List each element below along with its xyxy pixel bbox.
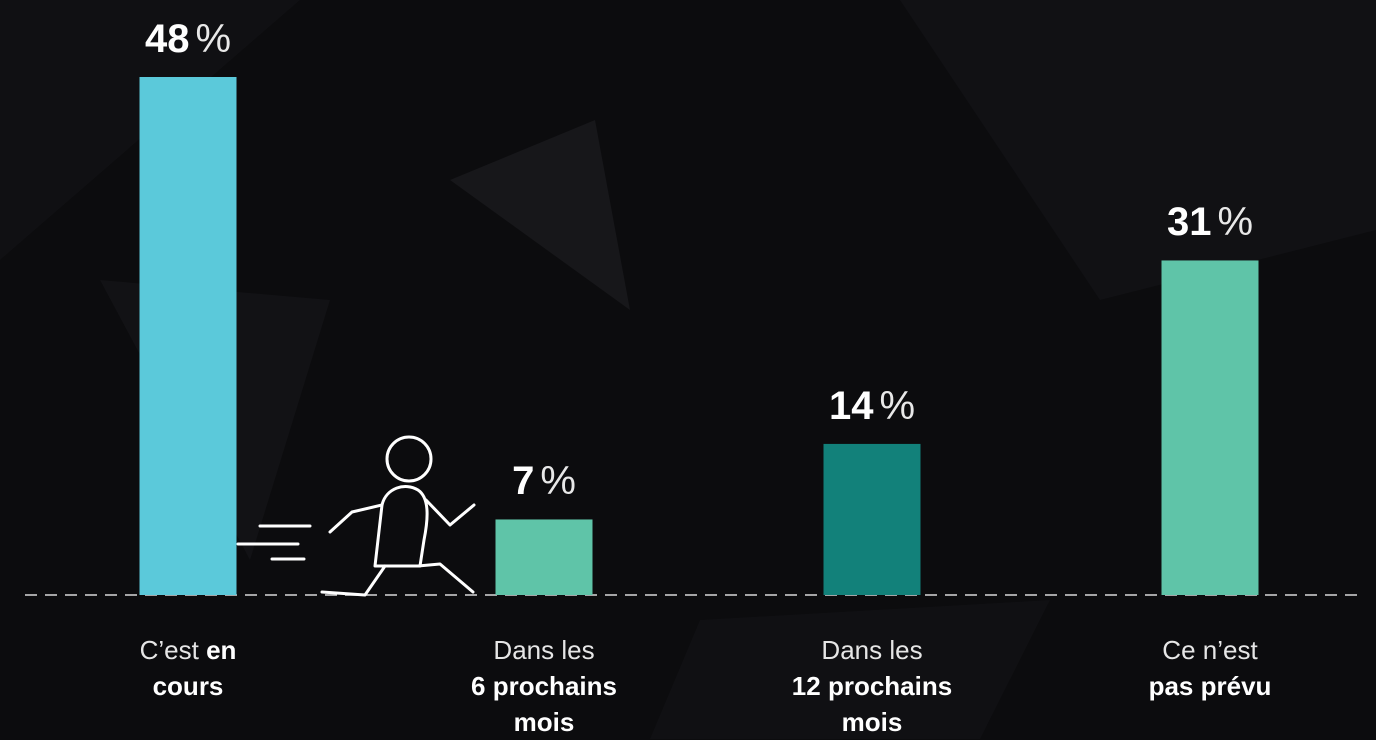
category-bold: 12 prochains mois bbox=[791, 671, 953, 737]
runner-icon bbox=[236, 435, 476, 597]
value-number: 48 bbox=[144, 17, 190, 61]
bg-shape bbox=[900, 0, 1376, 300]
category-plain: Dans les bbox=[493, 635, 595, 665]
bar bbox=[823, 443, 921, 595]
value-unit: % bbox=[879, 383, 916, 428]
bg-shape bbox=[450, 120, 630, 310]
category-label: Dans les 6 prochains mois bbox=[449, 632, 639, 740]
value-unit: % bbox=[540, 459, 576, 504]
value-label: 7% bbox=[444, 461, 644, 501]
value-number: 31 bbox=[1166, 200, 1212, 245]
category-bold: pas prévu bbox=[1148, 671, 1272, 701]
value-number: 7 bbox=[512, 459, 535, 504]
value-label: 48% bbox=[88, 19, 288, 59]
category-bold: 6 prochains mois bbox=[471, 671, 617, 737]
value-unit: % bbox=[1217, 200, 1254, 245]
bar bbox=[139, 77, 237, 595]
value-label: 31% bbox=[1110, 202, 1310, 242]
category-plain: Dans les bbox=[821, 635, 923, 665]
category-label: Ce n’est pas prévu bbox=[1115, 632, 1305, 704]
category-plain: Ce n’est bbox=[1162, 635, 1258, 665]
value-number: 14 bbox=[828, 383, 874, 428]
category-label: Dans les 12 prochains mois bbox=[777, 632, 967, 740]
category-bold: en cours bbox=[152, 635, 237, 701]
category-label: C’est en cours bbox=[128, 632, 248, 704]
bar bbox=[495, 519, 593, 595]
category-plain: C’est bbox=[139, 635, 199, 665]
bg-shape bbox=[650, 600, 1050, 739]
value-unit: % bbox=[195, 17, 232, 61]
bar bbox=[1161, 260, 1259, 595]
value-label: 14% bbox=[772, 386, 972, 426]
